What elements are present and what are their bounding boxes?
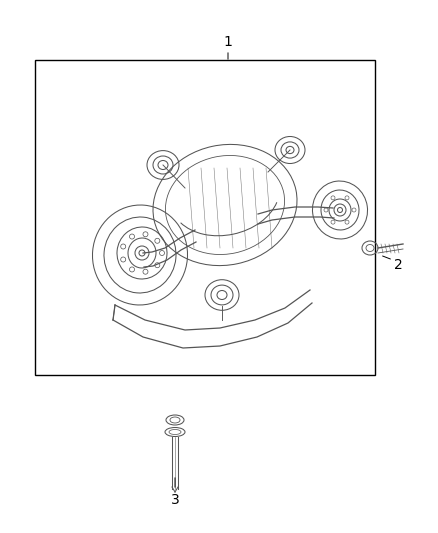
Bar (35, 60, 375, 375)
Text: 1: 1 (223, 35, 233, 49)
Text: 3: 3 (171, 493, 180, 507)
Text: 2: 2 (394, 258, 403, 272)
